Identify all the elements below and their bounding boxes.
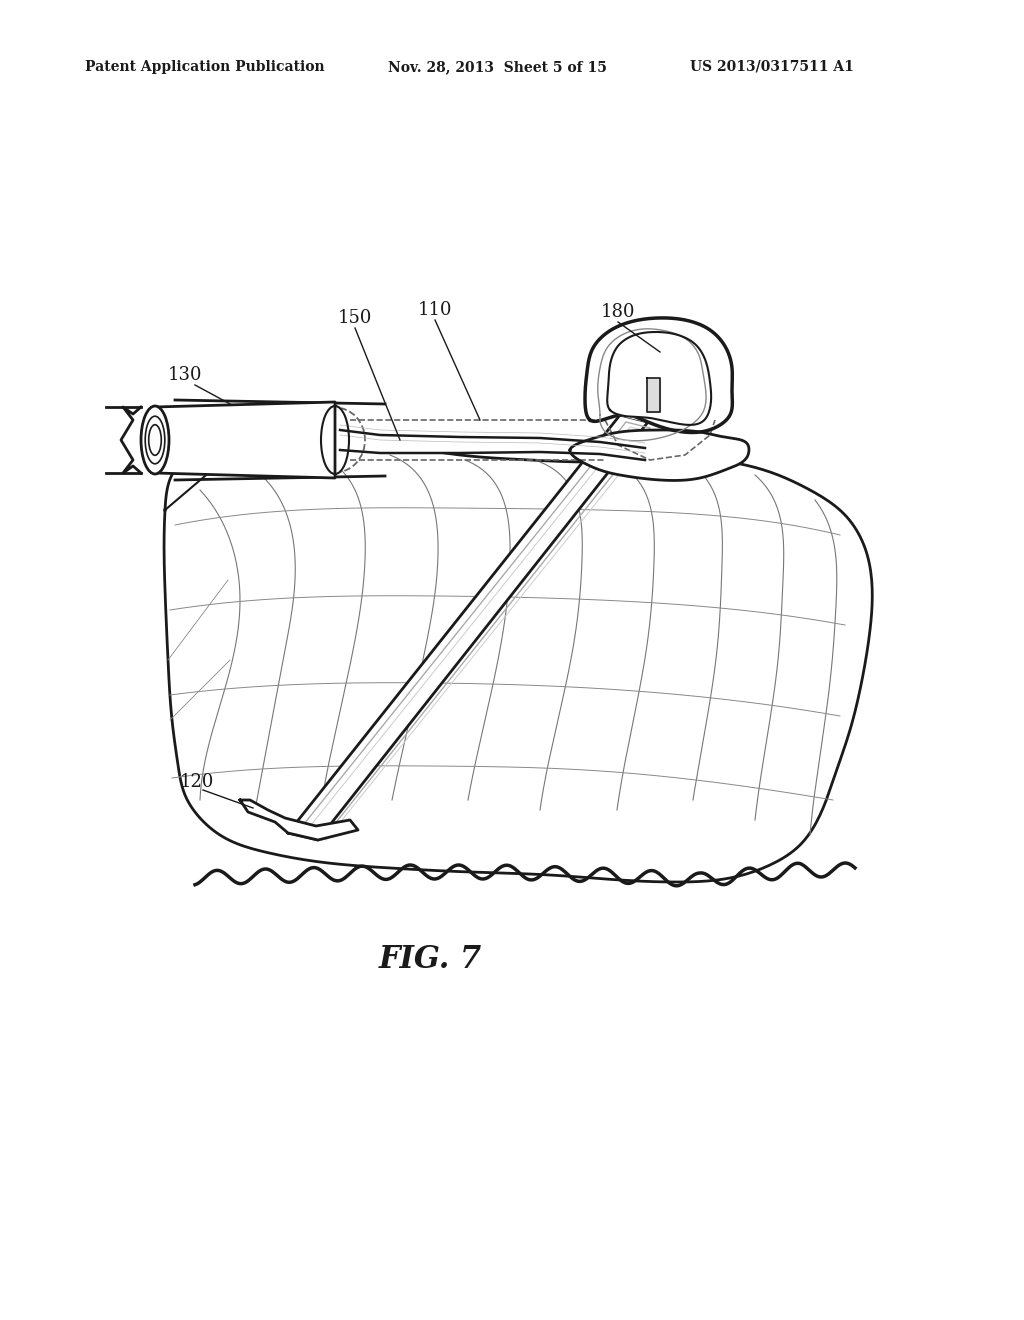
Polygon shape	[585, 318, 732, 425]
Polygon shape	[570, 430, 749, 480]
Polygon shape	[288, 414, 648, 840]
Polygon shape	[608, 333, 710, 418]
Polygon shape	[155, 403, 335, 478]
Polygon shape	[240, 800, 358, 840]
Polygon shape	[585, 318, 732, 433]
Polygon shape	[607, 333, 711, 425]
Polygon shape	[164, 438, 872, 882]
Text: 110: 110	[418, 301, 453, 319]
Text: 130: 130	[168, 366, 203, 384]
Ellipse shape	[321, 407, 349, 474]
Text: 150: 150	[338, 309, 372, 327]
Text: US 2013/0317511 A1: US 2013/0317511 A1	[690, 59, 854, 74]
Polygon shape	[647, 378, 660, 412]
Polygon shape	[165, 440, 872, 882]
Text: Patent Application Publication: Patent Application Publication	[85, 59, 325, 74]
Text: 120: 120	[180, 774, 214, 791]
Polygon shape	[570, 430, 748, 480]
Text: FIG. 7: FIG. 7	[379, 945, 481, 975]
Text: Nov. 28, 2013  Sheet 5 of 15: Nov. 28, 2013 Sheet 5 of 15	[388, 59, 607, 74]
Polygon shape	[121, 407, 141, 473]
Text: 180: 180	[601, 304, 635, 321]
Polygon shape	[340, 430, 645, 459]
Ellipse shape	[141, 407, 169, 474]
